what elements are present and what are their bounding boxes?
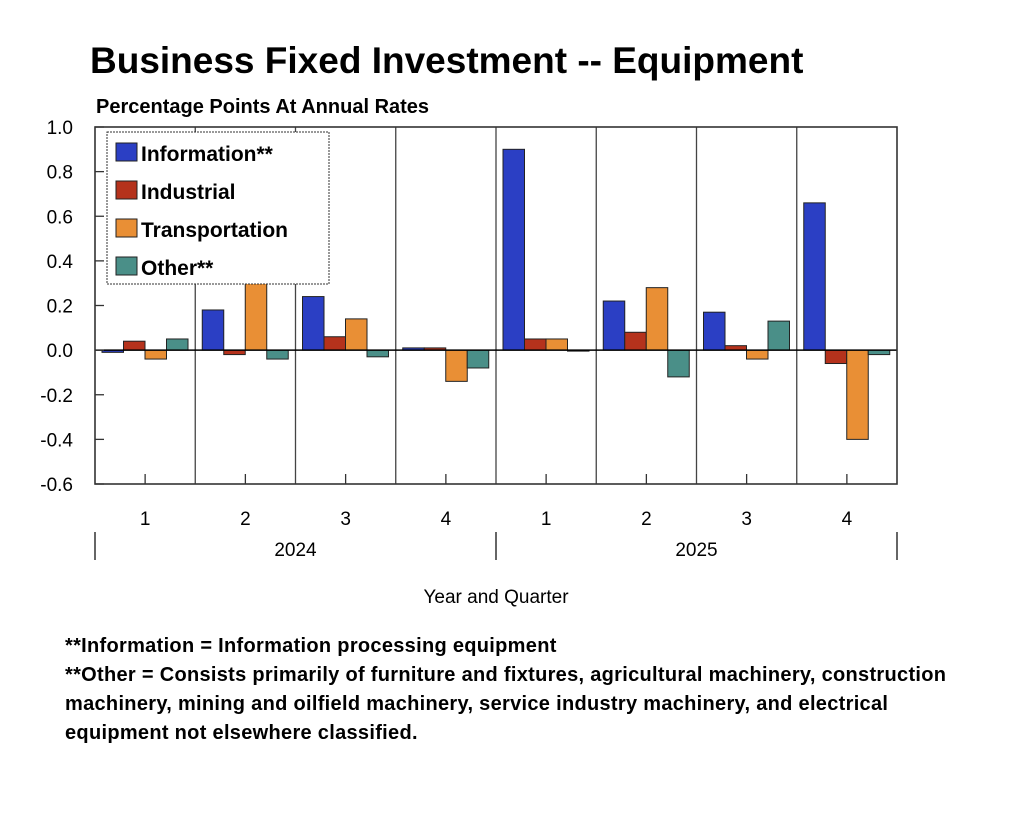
bar-information-8 [803,202,826,351]
y-tick-label: 0.0 [47,341,73,362]
x-tick-label: 3 [741,509,752,530]
legend-swatch [115,142,138,162]
bar-industrial-5 [524,338,547,351]
y-tick-label: -0.6 [40,475,73,496]
x-tick-label: 1 [541,509,552,530]
footnote-information: **Information = Information processing e… [65,635,557,657]
legend-label: Industrial [141,181,236,204]
y-tick-label: -0.2 [40,386,73,407]
chart-subtitle: Percentage Points At Annual Rates [96,96,429,118]
bar-information-2 [201,309,225,351]
footnote-other: **Other = Consists primarily of furnitur… [65,664,947,744]
bar-other-3 [366,349,389,358]
bar-information-5 [502,148,525,351]
legend-swatch [115,180,138,200]
y-tick-label: 0.8 [47,163,73,184]
legend-label: Other** [141,257,214,280]
bar-transportation-3 [345,318,368,351]
bar-other-7 [767,320,790,351]
x-tick-label: 1 [140,509,151,530]
y-tick-label: 0.4 [47,252,74,273]
y-tick-label: -0.4 [40,430,73,451]
legend-box [106,131,330,285]
bar-information-7 [703,311,726,351]
year-label: 2024 [274,540,317,561]
legend-label: Transportation [141,219,288,242]
bar-transportation-7 [746,349,769,360]
bar-information-3 [302,296,325,351]
y-tick-label: 0.6 [47,207,73,228]
footnotes: **Information = Information processing e… [65,632,965,748]
bar-other-1 [166,338,189,351]
x-tick-label: 2 [641,509,652,530]
y-tick-label: 0.2 [47,297,73,318]
bar-industrial-8 [824,349,848,365]
chart-title: Business Fixed Investment -- Equipment [90,40,803,81]
legend-swatch [115,256,138,276]
bar-other-2 [266,349,289,360]
bar-transportation-6 [645,287,669,351]
bar-industrial-1 [123,340,146,351]
legend-swatch [115,218,138,238]
legend: Information** Industrial Transportation Oth… [106,131,330,285]
x-tick-label: 4 [441,509,452,530]
bar-industrial-6 [624,331,647,351]
bar-other-6 [667,349,690,378]
bar-information-6 [602,300,626,351]
x-tick-label: 2 [240,509,251,530]
x-axis-label: Year and Quarter [423,587,569,608]
bar-transportation-8 [846,349,869,440]
bar-transportation-5 [545,338,568,351]
bar-transportation-1 [144,349,167,360]
year-label: 2025 [675,540,717,561]
bar-industrial-3 [323,336,346,351]
x-tick-label: 4 [842,509,853,530]
bar-other-4 [466,349,490,369]
legend-label: Information** [141,143,274,166]
y-tick-label: 1.0 [47,118,73,139]
bar-transportation-4 [445,349,468,382]
x-tick-label: 3 [340,509,351,530]
